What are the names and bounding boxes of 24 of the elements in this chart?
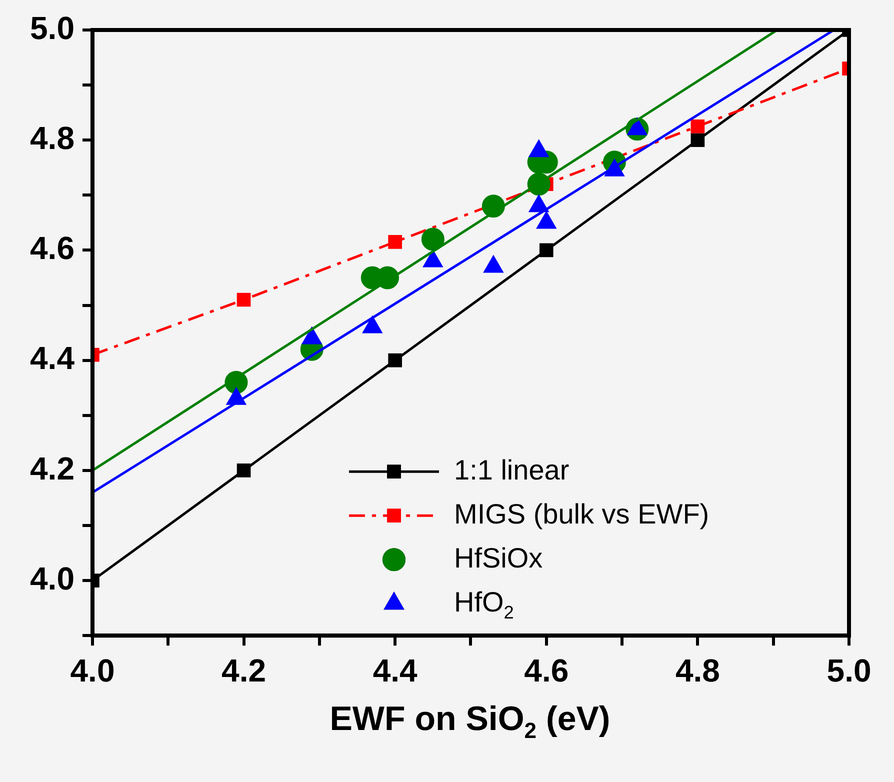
point (236, 464, 251, 478)
point (690, 133, 705, 148)
x-tick-label: 4.0 (70, 652, 115, 689)
x-tick-label: 4.6 (524, 652, 569, 689)
point (388, 235, 402, 249)
x-tick-label: 4.8 (675, 652, 720, 689)
point (421, 228, 444, 251)
x-tick-label: 4.4 (372, 652, 418, 689)
y-tick-label: 4.2 (30, 450, 74, 486)
y-tick-label: 4.4 (30, 340, 75, 376)
point (236, 292, 251, 307)
y-tick-label: 4.0 (30, 560, 74, 596)
legend-label: 1:1 linear (454, 454, 570, 486)
point (690, 119, 705, 134)
y-tick-label: 4.6 (30, 230, 74, 266)
x-tick-label: 4.2 (222, 652, 266, 689)
legend-label: HfSiOx (454, 542, 543, 574)
y-tick-label: 4.8 (30, 120, 74, 156)
point (388, 353, 402, 368)
y-tick-label: 5.0 (30, 10, 74, 46)
legend-label: MIGS (bulk vs EWF) (454, 498, 710, 530)
x-axis-title: EWF on SiO$_{2}$ (eV) (328, 700, 612, 744)
x-tick-label: 5.0 (826, 652, 872, 689)
point (539, 243, 554, 258)
